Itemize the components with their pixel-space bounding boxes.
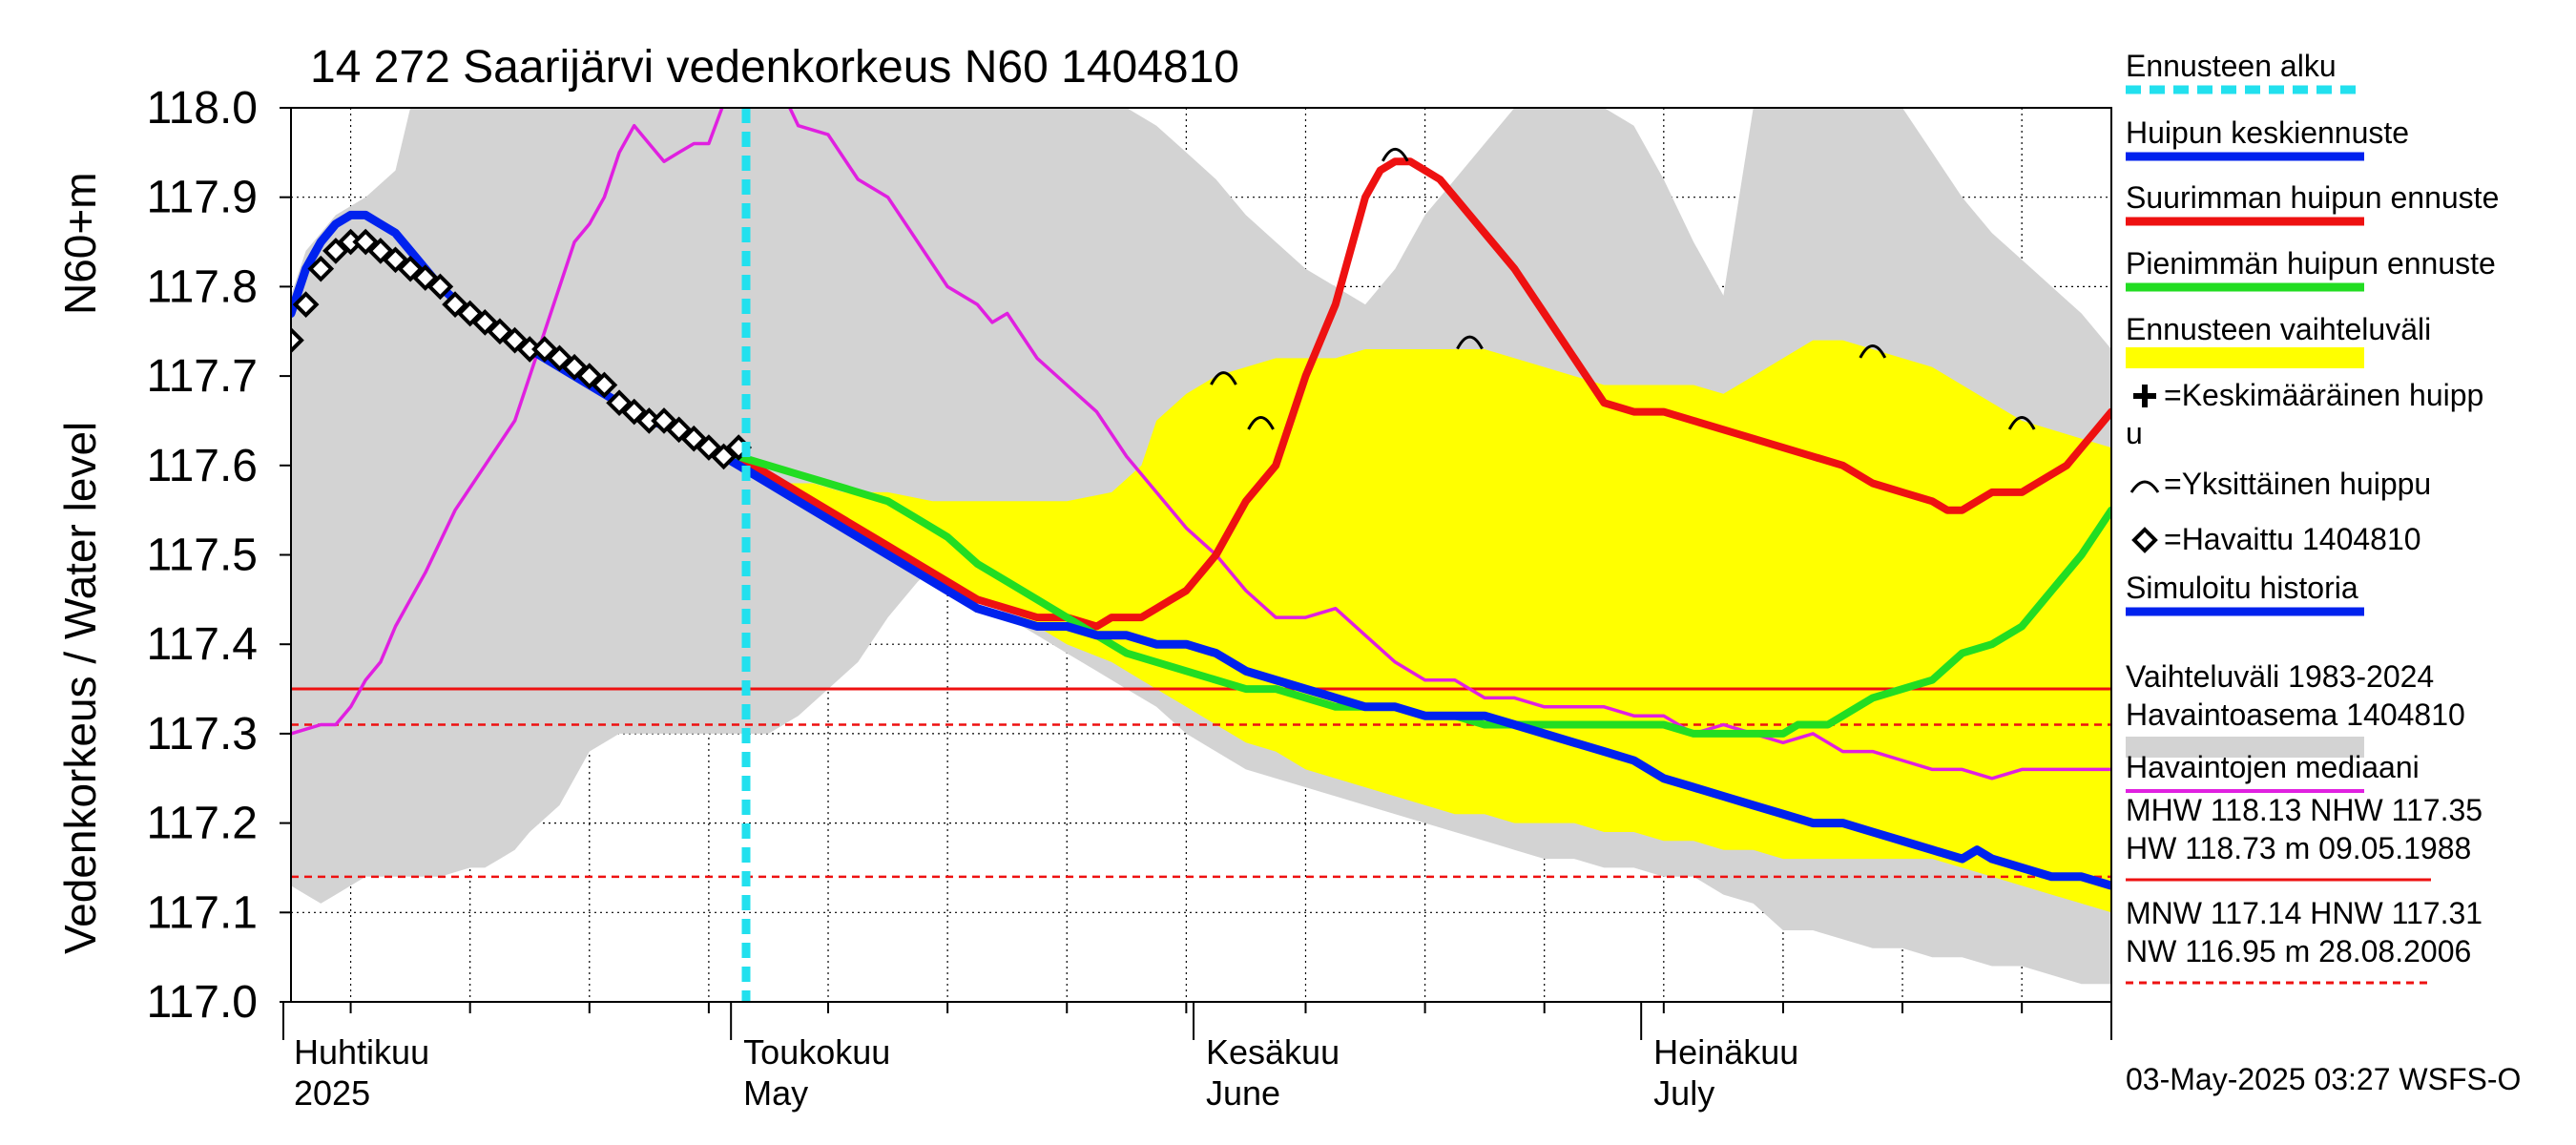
- observed-point: [411, 264, 439, 291]
- x-month-label-en: July: [1653, 1073, 1714, 1113]
- legend: Ennusteen alku Huipun keskiennuste Suurimm…: [2126, 49, 2499, 793]
- peak-marker: [2007, 415, 2036, 430]
- observed-point: [651, 407, 677, 434]
- peak-marker: [1859, 344, 1887, 359]
- forecast-range-band: [753, 340, 2111, 913]
- series-lines: [291, 108, 2111, 890]
- legend-label: Ennusteen vaihteluväli: [2126, 312, 2431, 346]
- y-axis-label-main: Vedenkorkeus / Water level: [55, 422, 105, 954]
- observed-point: [292, 291, 320, 318]
- observed-point: [456, 300, 484, 327]
- stats-line-2: HW 118.73 m 09.05.1988: [2126, 831, 2471, 865]
- observed-point: [561, 353, 588, 381]
- legend-swatch: [2126, 347, 2364, 368]
- observed-point: [382, 246, 409, 274]
- observed-point: [696, 434, 722, 461]
- legend-label: =Keskimääräinen huipp: [2164, 378, 2483, 412]
- legend-label: Suurimman huipun ennuste: [2126, 180, 2499, 215]
- y-tick-label: 117.3: [146, 709, 258, 760]
- legend-label: Pienimmän huipun ennuste: [2126, 246, 2496, 281]
- observed-point: [471, 309, 499, 336]
- legend-plus-icon: [2133, 385, 2156, 407]
- observed-point: [322, 238, 349, 264]
- y-tick-label: 117.7: [146, 351, 258, 402]
- y-tick-label: 117.0: [146, 977, 258, 1028]
- observed-point: [531, 336, 558, 363]
- observed-point: [606, 389, 633, 417]
- legend-swatch: [2126, 737, 2364, 758]
- legend-arc-icon: [2129, 480, 2160, 493]
- y-tick-label: 117.4: [146, 619, 258, 670]
- y-tick-label: 117.5: [146, 531, 258, 581]
- legend-diamond-icon: [2131, 527, 2158, 553]
- chart-title: 14 272 Saarijärvi vedenkorkeus N60 14048…: [310, 42, 1239, 93]
- observed-point: [426, 273, 454, 301]
- statistics-box: MHW 118.13 NHW 117.35 HW 118.73 m 09.05.1…: [2126, 793, 2483, 985]
- stats-line-1: MNW 117.14 HNW 117.31: [2126, 896, 2483, 930]
- legend-label: Havaintojen mediaani: [2126, 750, 2420, 784]
- individual-peak-markers: [1210, 147, 2036, 430]
- y-tick-label: 117.9: [146, 173, 258, 223]
- y-tick-label: 117.8: [146, 261, 258, 312]
- legend-label: Simuloitu historia: [2126, 571, 2358, 605]
- y-axis-label-unit: N60+m: [55, 172, 105, 315]
- peak-marker: [1456, 335, 1484, 350]
- peak-marker: [1381, 147, 1409, 162]
- observed-point: [591, 371, 618, 399]
- legend-label-2: u: [2126, 416, 2143, 450]
- observed-point: [620, 398, 648, 426]
- observed-point: [307, 255, 335, 282]
- peak-marker: [1247, 415, 1275, 430]
- forecast-band: [753, 340, 2111, 913]
- x-month-label-en: June: [1206, 1073, 1280, 1113]
- observed-point: [352, 228, 380, 256]
- series-line-1: [735, 157, 2111, 631]
- observed-point: [710, 443, 737, 470]
- x-month-label-fi: Heinäkuu: [1653, 1032, 1798, 1072]
- observed-point: [487, 318, 513, 345]
- legend-label: Huipun keskiennuste: [2126, 115, 2409, 150]
- y-tick-label: 117.6: [146, 441, 258, 491]
- stats-line-1: MHW 118.13 NHW 117.35: [2126, 793, 2483, 827]
- observed-point: [367, 238, 394, 264]
- peak-marker: [1210, 371, 1237, 385]
- y-tick-label: 117.1: [146, 887, 258, 938]
- observed-point: [575, 363, 603, 389]
- legend-label-2: Havaintoasema 1404810: [2126, 697, 2465, 732]
- observed-point: [665, 416, 693, 444]
- legend-label: =Havaittu 1404810: [2164, 522, 2421, 556]
- observed-point: [546, 344, 573, 372]
- legend-label: =Yksittäinen huippu: [2164, 467, 2431, 501]
- observed-point: [680, 425, 708, 452]
- observed-point: [397, 255, 424, 282]
- y-tick-label: 117.2: [146, 799, 258, 849]
- x-month-label-fi: Huhtikuu: [294, 1032, 429, 1072]
- stats-line-2: NW 116.95 m 28.08.2006: [2126, 934, 2471, 968]
- x-month-label-en: May: [743, 1073, 808, 1113]
- x-month-label-fi: Toukokuu: [743, 1032, 890, 1072]
- x-month-label-fi: Kesäkuu: [1206, 1032, 1340, 1072]
- legend-label: Vaihteluväli 1983-2024: [2126, 659, 2434, 694]
- observed-point: [291, 326, 304, 354]
- legend-label: Ennusteen alku: [2126, 49, 2337, 83]
- observed-point: [442, 291, 468, 318]
- x-month-label-en: 2025: [294, 1073, 370, 1113]
- reference-lines: [291, 687, 2111, 879]
- footer-timestamp: 03-May-2025 03:27 WSFS-O: [2126, 1062, 2521, 1096]
- y-tick-label: 118.0: [146, 83, 258, 134]
- observed-point: [501, 326, 529, 354]
- axes: 117.0 117.1 117.2 117.3 117.4 117.5 117.6 117.7…: [146, 83, 2112, 1113]
